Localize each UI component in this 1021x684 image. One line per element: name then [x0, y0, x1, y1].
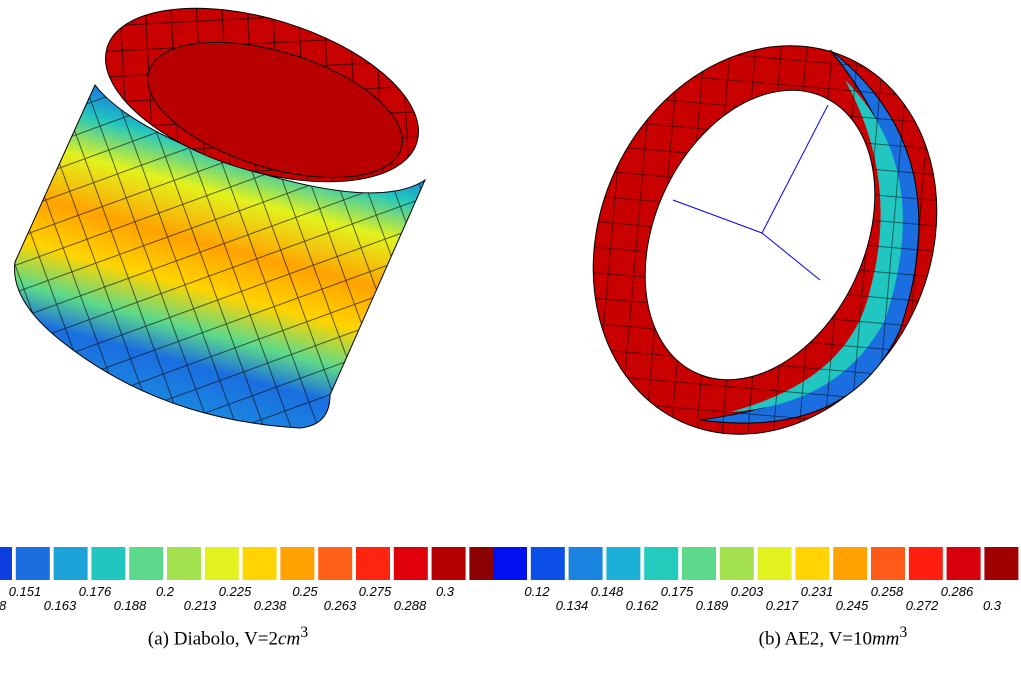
colorbar-swatch — [871, 547, 905, 580]
colorbar-swatch — [493, 547, 527, 580]
colorbar-swatch — [568, 547, 603, 580]
caption: (b) AE2, V=10mm3 — [759, 624, 908, 650]
colorbar-swatch — [242, 547, 277, 580]
colorbar-swatch — [167, 547, 201, 580]
colorbar-swatch — [393, 547, 428, 580]
colorbar-swatch — [0, 547, 12, 580]
colorbar-label: 0.286 — [941, 584, 974, 599]
colorbar-swatch — [946, 547, 981, 580]
colorbar-label: 0.258 — [871, 584, 904, 599]
colorbar-swatch — [15, 547, 50, 580]
colorbar-label: 0.225 — [219, 584, 252, 599]
colorbar-label: 0.188 — [114, 598, 147, 613]
colorbar-swatch — [431, 547, 466, 580]
colorbar-label: 0.275 — [359, 584, 392, 599]
colorbar-label: 0.148 — [591, 584, 624, 599]
colorbar-swatch — [530, 547, 565, 580]
caption-unit: cm — [278, 628, 301, 650]
colorbar-swatch — [356, 547, 390, 580]
colorbar-label: 0.163 — [44, 598, 77, 613]
colorbar-label: 0.238 — [254, 598, 287, 613]
colorbar-swatch — [606, 547, 641, 580]
colorbar-swatch — [129, 547, 164, 580]
colorbars: 0.1380.1510.1630.1760.1880.20.2130.2250.… — [0, 547, 1019, 613]
colorbar-label: 0.3 — [436, 584, 455, 599]
colorbar-label: 0.2 — [156, 584, 175, 599]
colorbar-swatch — [91, 547, 126, 580]
colorbar-label: 0.12 — [524, 584, 550, 599]
ae2-render — [592, 45, 938, 435]
caption-text: (b) AE2, V=10 — [758, 628, 872, 650]
caption: (a) Diabolo, V=2cm3 — [148, 624, 308, 650]
colorbar-label: 0.175 — [661, 584, 694, 599]
colorbar-swatch — [757, 547, 792, 580]
colorbar-label: 0.231 — [801, 584, 834, 599]
caption-unit: mm — [871, 628, 900, 650]
colorbar-label: 0.245 — [836, 598, 869, 613]
colorbar-label: 0.217 — [766, 598, 799, 613]
colorbar-label: 0.162 — [626, 598, 659, 613]
colorbar-swatch — [318, 547, 353, 580]
colorbar-label: 0.3 — [983, 598, 1002, 613]
colorbar-label: 0.272 — [906, 598, 939, 613]
colorbar-label: 0.263 — [324, 598, 357, 613]
colorbar-swatch — [280, 547, 315, 580]
colorbar-swatch — [908, 547, 943, 580]
caption-power: 3 — [300, 624, 309, 641]
colorbar-swatch — [644, 547, 679, 580]
colorbar-label: 0.25 — [292, 584, 318, 599]
colorbar-label: 0.134 — [556, 598, 589, 613]
colorbar-swatch — [795, 547, 830, 580]
diabolo-render — [14, 7, 427, 429]
colorbar-label: 0.151 — [9, 584, 42, 599]
colorbar-label: 0.189 — [696, 598, 729, 613]
colorbar-label: 0.176 — [79, 584, 112, 599]
colorbar-swatch — [204, 547, 239, 580]
colorbar-swatch — [833, 547, 868, 580]
colorbar-label: 0.288 — [394, 598, 427, 613]
colorbar-label: 0.138 — [0, 598, 7, 613]
colorbar-swatch — [719, 547, 754, 580]
colorbar-label: 0.203 — [731, 584, 764, 599]
colorbar-swatch — [53, 547, 88, 580]
colorbar-swatch — [984, 547, 1019, 580]
colorbar-label: 0.213 — [184, 598, 217, 613]
caption-text: (a) Diabolo, V=2 — [147, 628, 279, 650]
colorbar-swatch — [682, 547, 716, 580]
caption-power: 3 — [899, 624, 908, 641]
